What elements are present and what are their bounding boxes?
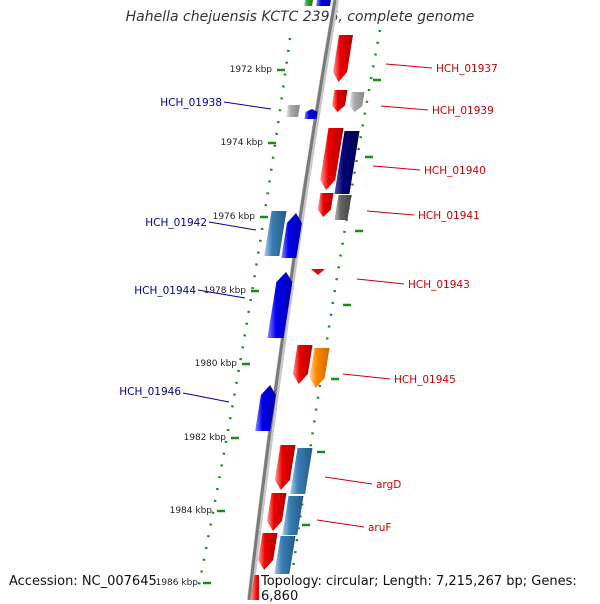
gene-labels: HCH_01937 HCH_01938 HCH_01939 HCH_01940 HCH_… [119,63,498,534]
gene-hch-01945[interactable] [292,345,313,384]
gene-label[interactable]: HCH_01943 [408,279,470,291]
gene-hch-01944[interactable] [267,272,293,338]
gene-label[interactable]: aruF [368,522,391,534]
scale-label: 1972 kbp [230,65,273,75]
scale-label: 1982 kbp [184,433,227,443]
gene-next-b[interactable] [274,536,296,575]
gene-label[interactable]: HCH_01942 [145,217,207,229]
genome-summary-text: Topology: circular; Length: 7,215,267 bp… [259,574,600,604]
gene-next-a[interactable] [258,533,278,570]
gene-hch-01946[interactable] [255,385,276,431]
scale-label: 1978 kbp [204,286,247,296]
gene-hch-01938[interactable] [304,109,318,119]
map-title: Hahella chejuensis KCTC 2396, complete g… [125,9,475,25]
gene-hch-01941[interactable] [317,193,334,217]
gene-label-connector [366,210,415,216]
scale-label: 1986 kbp [156,578,199,588]
gene-top-a[interactable] [304,0,313,6]
scale-label: 1984 kbp [170,506,213,516]
gene-label-connector [316,519,365,528]
gene-label-connector [182,392,230,403]
gene-hch-01941-b[interactable] [334,195,352,220]
gene-label-connector [342,373,391,380]
scale-label: 1980 kbp [195,359,238,369]
gene-label-connector [380,105,429,111]
gene-label-connector [356,278,405,285]
gene-label[interactable]: HCH_01945 [394,374,456,386]
gene-top-b[interactable] [316,0,331,6]
gene-label-connector [385,63,433,69]
gene-aruf-b[interactable] [282,496,304,535]
gene-hch-01938-b[interactable] [286,105,300,117]
gene-label[interactable]: HCH_01941 [418,210,480,222]
scale-ticks [203,68,381,585]
gene-hch-01942[interactable] [281,213,302,258]
gene-label-connector [223,101,272,110]
gene-label[interactable]: HCH_01939 [432,105,494,117]
accession-text: Accession: NC_007645 [9,574,157,589]
gene-label[interactable]: HCH_01944 [134,285,196,297]
gene-aruf[interactable] [267,493,287,531]
gene-hch-01945-b[interactable] [309,348,330,388]
gene-hch-01942-b[interactable] [264,211,287,256]
gene-argd-b[interactable] [290,448,313,494]
scale-labels: 1972 kbp 1974 kbp 1976 kbp 1978 kbp 1980 kbp… [156,65,273,588]
gene-hch-01943[interactable] [311,269,325,275]
gene-hch-01940-b[interactable] [334,131,360,194]
gene-label-connector [197,289,246,299]
gene-label[interactable]: HCH_01938 [160,97,222,109]
gene-hch-01937[interactable] [333,35,353,82]
gene-label[interactable]: argD [376,479,401,491]
gene-label-connector [208,221,257,231]
scale-label: 1974 kbp [221,138,264,148]
gene-label-connector [324,476,373,485]
gene-label[interactable]: HCH_01946 [119,386,181,398]
gene-hch-01940[interactable] [320,128,344,190]
outer-guide-arc [288,29,382,591]
gene-label[interactable]: HCH_01937 [436,63,498,75]
gene-label[interactable]: HCH_01940 [424,165,486,177]
gene-hch-01939-b[interactable] [349,92,365,112]
gene-hch-01939[interactable] [332,90,348,112]
gene-argd[interactable] [274,445,296,490]
scale-label: 1976 kbp [213,212,256,222]
gene-features [250,0,365,600]
gene-label-connector [372,165,421,171]
